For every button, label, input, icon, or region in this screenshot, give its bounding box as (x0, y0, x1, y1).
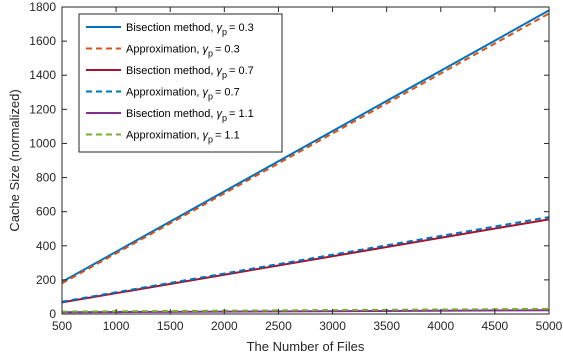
legend-gamma-symbol: γ (217, 65, 224, 77)
legend-label-5: Approximation, γp = 1.1 (126, 130, 240, 145)
legend-gamma-symbol: γ (217, 108, 224, 120)
legend-gamma-subscript: p (222, 113, 227, 123)
x-axis-title: The Number of Files (247, 339, 365, 354)
x-tick-label: 4500 (482, 319, 509, 333)
series-line-3 (61, 216, 550, 303)
legend-gamma-symbol: γ (202, 130, 209, 142)
x-tick-label: 4000 (427, 319, 454, 333)
plot-frame (61, 6, 550, 315)
legend-gamma-subscript: p (222, 27, 227, 37)
y-tick-label: 0 (49, 307, 56, 321)
legend-label-3: Approximation, γp = 0.7 (126, 87, 240, 102)
y-tick-label: 1400 (29, 68, 56, 82)
legend-series-name: Approximation, (126, 44, 202, 56)
series-line-5 (61, 307, 550, 313)
legend-series-name: Bisection method, (126, 65, 217, 77)
x-tick-label: 3000 (319, 319, 346, 333)
y-tick-label: 600 (36, 205, 56, 219)
legend-gamma-value: = 0.7 (215, 87, 240, 99)
x-tick-label: 2500 (265, 319, 292, 333)
x-tick-label: 2000 (211, 319, 238, 333)
legend-label-2: Bisection method, γp = 0.7 (126, 65, 254, 80)
y-tick-label: 200 (36, 273, 56, 287)
legend-label-0: Bisection method, γp = 0.3 (126, 22, 254, 37)
legend-gamma-value: = 1.1 (215, 130, 240, 142)
x-tick-label: 500 (52, 319, 72, 333)
series-layer (61, 9, 550, 314)
legend-gamma-symbol: γ (202, 44, 209, 56)
x-tick-label: 5000 (536, 319, 563, 333)
legend-gamma-symbol: γ (202, 87, 209, 99)
y-tick-label: 400 (36, 239, 56, 253)
legend: Bisection method, γp = 0.3Approximation, … (78, 13, 283, 153)
series-line-1 (61, 12, 550, 285)
y-axis-title: Cache Size (normalized) (7, 89, 22, 231)
legend-series-name: Approximation, (126, 130, 202, 142)
legend-series-name: Bisection method, (126, 22, 217, 34)
legend-gamma-value: = 1.1 (229, 108, 254, 120)
series-line-0 (61, 9, 550, 283)
legend-series-name: Approximation, (126, 87, 202, 99)
legend-gamma-subscript: p (208, 49, 213, 59)
legend-label-1: Approximation, γp = 0.3 (126, 44, 240, 59)
x-tick-label: 3500 (373, 319, 400, 333)
legend-gamma-value: = 0.3 (229, 22, 254, 34)
y-axis-ticks: 0 200 400 600 800 1000 1200 1400 1600 1800 (29, 0, 549, 321)
legend-series-name: Bisection method, (126, 108, 217, 120)
y-tick-label: 1000 (29, 136, 56, 150)
x-tick-label: 1500 (157, 319, 184, 333)
y-tick-label: 800 (36, 171, 56, 185)
y-tick-label: 1200 (29, 102, 56, 116)
x-axis-ticks: 500 1000 1500 2000 2500 3000 3500 4000 4500 5000 (52, 7, 563, 333)
x-tick-label: 1000 (103, 319, 130, 333)
y-tick-label: 1600 (29, 34, 56, 48)
y-tick-label: 1800 (29, 0, 56, 14)
legend-label-4: Bisection method, γp = 1.1 (126, 108, 254, 123)
legend-gamma-symbol: γ (217, 22, 224, 34)
legend-gamma-subscript: p (208, 135, 213, 145)
legend-box (78, 13, 283, 153)
legend-gamma-subscript: p (208, 92, 213, 102)
legend-gamma-value: = 0.7 (229, 65, 254, 77)
legend-gamma-subscript: p (222, 70, 227, 80)
legend-gamma-value: = 0.3 (215, 44, 240, 56)
